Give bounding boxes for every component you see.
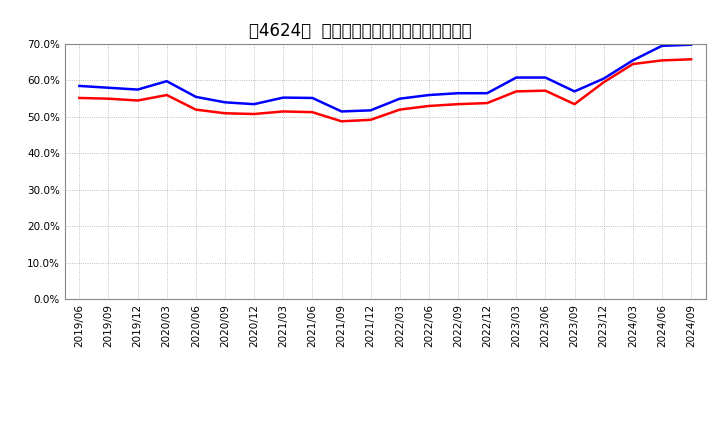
固定比率 xyxy=(425,92,433,98)
固定比率 xyxy=(629,58,637,63)
固定比率 xyxy=(220,100,229,105)
固定長期適合率 xyxy=(220,110,229,116)
固定比率 xyxy=(512,75,521,80)
固定長期適合率 xyxy=(687,57,696,62)
固定比率 xyxy=(250,102,258,107)
固定長期適合率 xyxy=(337,119,346,124)
固定長期適合率 xyxy=(366,117,375,122)
固定比率 xyxy=(657,43,666,48)
固定長期適合率 xyxy=(250,111,258,117)
固定長期適合率 xyxy=(163,92,171,98)
固定長期適合率 xyxy=(192,107,200,112)
固定比率 xyxy=(454,91,462,96)
固定長期適合率 xyxy=(308,110,317,115)
固定比率 xyxy=(75,83,84,88)
固定比率 xyxy=(366,108,375,113)
固定比率 xyxy=(192,94,200,99)
固定長期適合率 xyxy=(133,98,142,103)
固定長期適合率 xyxy=(599,80,608,85)
固定比率 xyxy=(483,91,492,96)
固定長期適合率 xyxy=(395,107,404,112)
固定長期適合率 xyxy=(657,58,666,63)
固定比率 xyxy=(395,96,404,101)
固定長期適合率 xyxy=(629,62,637,67)
固定比率 xyxy=(104,85,113,90)
固定比率 xyxy=(133,87,142,92)
固定比率 xyxy=(279,95,287,100)
固定長期適合率 xyxy=(541,88,550,93)
固定長期適合率 xyxy=(425,103,433,109)
固定比率 xyxy=(687,42,696,48)
固定比率 xyxy=(599,76,608,81)
固定長期適合率 xyxy=(75,95,84,101)
固定長期適合率 xyxy=(454,102,462,107)
固定比率 xyxy=(308,95,317,101)
固定長期適合率 xyxy=(104,96,113,101)
固定長期適合率 xyxy=(512,89,521,94)
Line: 固定長期適合率: 固定長期適合率 xyxy=(79,59,691,121)
固定長期適合率 xyxy=(483,100,492,106)
Line: 固定比率: 固定比率 xyxy=(79,45,691,111)
固定比率 xyxy=(163,79,171,84)
Text: ［4624］  固定比率、固定長期適合率の推移: ［4624］ 固定比率、固定長期適合率の推移 xyxy=(248,22,472,40)
固定比率 xyxy=(541,75,550,80)
固定比率 xyxy=(570,89,579,94)
固定比率 xyxy=(337,109,346,114)
固定長期適合率 xyxy=(279,109,287,114)
固定長期適合率 xyxy=(570,102,579,107)
